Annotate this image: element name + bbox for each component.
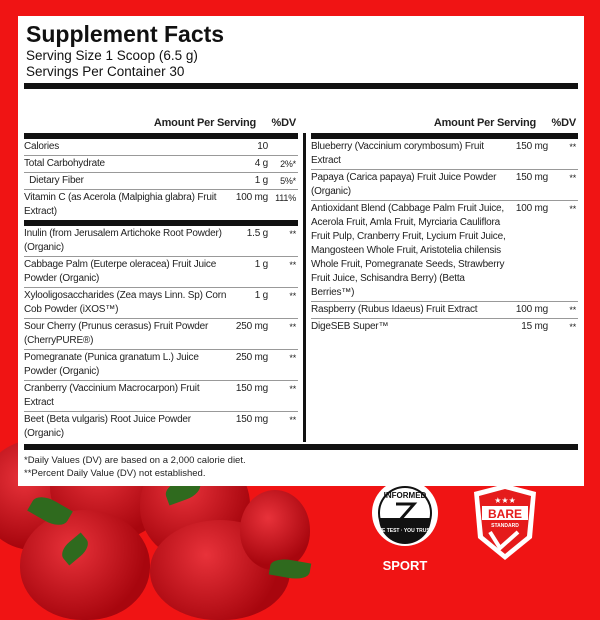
- dv-header: %DV: [551, 117, 577, 129]
- nutrient-name: Xylooligosaccharides (Zea mays Linn. Sp)…: [24, 290, 227, 315]
- nutrient-row: Vitamin C (as Acerola (Malpighia glabra)…: [24, 190, 298, 220]
- nutrient-row: Blueberry (Vaccinium corymbosum) Fruit E…: [311, 139, 578, 170]
- nutrient-row: Antioxidant Blend (Cabbage Palm Fruit Ju…: [311, 201, 578, 302]
- nutrient-name: Cabbage Palm (Euterpe oleracea) Fruit Ju…: [24, 259, 217, 284]
- nutrient-amount: 1 g: [254, 290, 269, 301]
- nutrient-row: Calories 10: [24, 139, 298, 156]
- nutrient-amount: 150 mg: [515, 172, 548, 183]
- nutrient-amount: 100 mg: [235, 192, 268, 203]
- nutrient-dv: **: [289, 353, 296, 363]
- column-header: Amount Per Serving %DV: [24, 115, 298, 133]
- nutrient-name: Beet (Beta vulgaris) Root Juice Powder (…: [24, 414, 191, 439]
- amount-header: Amount Per Serving: [153, 117, 256, 129]
- nutrient-dv: **: [569, 322, 576, 332]
- nutrient-name: Calories: [24, 141, 60, 152]
- nutrient-dv: **: [289, 291, 296, 301]
- servings-per-container: Servings Per Container 30: [26, 64, 185, 79]
- nutrient-row: Sour Cherry (Prunus cerasus) Fruit Powde…: [24, 319, 298, 350]
- nutrient-dv: 111%: [275, 193, 296, 203]
- nutrient-amount: 10: [257, 141, 268, 152]
- nutrient-row: Inulin (from Jerusalem Artichoke Root Po…: [24, 226, 298, 257]
- nutrient-dv: 2%*: [280, 159, 296, 169]
- nutrient-name: Pomegranate (Punica granatum L.) Juice P…: [24, 352, 199, 377]
- stars-icon: ★★★: [494, 496, 516, 505]
- column-divider: [303, 133, 306, 442]
- sport-text: SPORT: [383, 558, 428, 573]
- thick-rule: [24, 220, 298, 226]
- nutrient-row: Xylooligosaccharides (Zea mays Linn. Sp)…: [24, 288, 298, 319]
- nutrient-name: Blueberry (Vaccinium corymbosum) Fruit E…: [311, 141, 484, 166]
- dv-header: %DV: [271, 117, 297, 129]
- nutrient-name: Raspberry (Rubus Idaeus) Fruit Extract: [311, 304, 478, 315]
- certification-logos: INFORMED WE TEST · YOU TRUST SPORT ★★★ B…: [370, 478, 570, 583]
- nutrient-row: Cranberry (Vaccinium Macrocarpon) Fruit …: [24, 381, 298, 412]
- facts-table: Amount Per Serving %DV Calories 10 Total Ca…: [24, 115, 578, 442]
- nutrient-row: Dietary Fiber 1 g 5%*: [24, 173, 298, 190]
- nutrient-row: Pomegranate (Punica granatum L.) Juice P…: [24, 350, 298, 381]
- nutrient-amount: 150 mg: [515, 141, 548, 152]
- nutrient-name: Sour Cherry (Prunus cerasus) Fruit Powde…: [24, 321, 209, 346]
- nutrient-amount: 150 mg: [235, 414, 268, 425]
- informed-sport-logo: INFORMED WE TEST · YOU TRUST SPORT: [372, 480, 438, 573]
- nutrient-name: Total Carbohydrate: [24, 158, 105, 169]
- nutrient-row: Cabbage Palm (Euterpe oleracea) Fruit Ju…: [24, 257, 298, 288]
- nutrient-name: Vitamin C (as Acerola (Malpighia glabra)…: [24, 192, 217, 217]
- nutrient-name: Dietary Fiber: [24, 175, 84, 186]
- nutrient-amount: 1 g: [254, 259, 269, 270]
- right-column: Amount Per Serving %DV Blueberry (Vaccini…: [311, 115, 578, 442]
- nutrient-amount: 4 g: [254, 158, 269, 169]
- bottom-rule: [24, 444, 578, 450]
- nutrient-amount: 1.5 g: [246, 228, 268, 239]
- footnotes: *Daily Values (DV) are based on a 2,000 …: [24, 454, 578, 480]
- nutrient-amount: 250 mg: [235, 352, 268, 363]
- nutrient-dv: **: [289, 260, 296, 270]
- thick-rule: [311, 133, 578, 139]
- nutrient-amount: 100 mg: [515, 203, 548, 214]
- nutrient-amount: 15 mg: [521, 321, 548, 332]
- nutrient-dv: 5%*: [280, 176, 296, 186]
- nutrient-name: Antioxidant Blend (Cabbage Palm Fruit Ju…: [311, 203, 506, 298]
- nutrient-dv: **: [289, 415, 296, 425]
- thick-rule: [24, 133, 298, 139]
- footnote: *Daily Values (DV) are based on a 2,000 …: [24, 455, 246, 466]
- nutrient-name: Inulin (from Jerusalem Artichoke Root Po…: [24, 228, 222, 253]
- column-header: Amount Per Serving %DV: [311, 115, 578, 133]
- nutrient-row: Papaya (Carica papaya) Fruit Juice Powde…: [311, 170, 578, 201]
- left-column: Amount Per Serving %DV Calories 10 Total Ca…: [24, 115, 298, 442]
- nutrient-dv: **: [289, 322, 296, 332]
- nutrient-row: DigeSEB Super™ 15 mg **: [311, 319, 578, 335]
- informed-sub: WE TEST · YOU TRUST: [377, 528, 432, 534]
- nutrient-amount: 250 mg: [235, 321, 268, 332]
- bare-text: BARE: [488, 507, 522, 521]
- nutrient-dv: **: [289, 384, 296, 394]
- nutrient-name: Papaya (Carica papaya) Fruit Juice Powde…: [311, 172, 497, 197]
- bare-sub: STANDARD: [491, 523, 519, 529]
- footnote: **Percent Daily Value (DV) not establish…: [24, 468, 206, 479]
- amount-header: Amount Per Serving: [433, 117, 536, 129]
- nutrient-amount: 150 mg: [235, 383, 268, 394]
- nutrient-dv: **: [569, 204, 576, 214]
- nutrient-row: Beet (Beta vulgaris) Root Juice Powder (…: [24, 412, 298, 442]
- nutrient-row: Raspberry (Rubus Idaeus) Fruit Extract 10…: [311, 302, 578, 319]
- serving-size: Serving Size 1 Scoop (6.5 g): [26, 48, 198, 63]
- nutrient-name: Cranberry (Vaccinium Macrocarpon) Fruit …: [24, 383, 200, 408]
- panel-title: Supplement Facts: [26, 21, 225, 47]
- nutrient-dv: **: [569, 173, 576, 183]
- nutrient-amount: 1 g: [254, 175, 269, 186]
- nutrient-amount: 100 mg: [515, 304, 548, 315]
- bare-standard-logo: ★★★ BARE STANDARD: [474, 484, 536, 560]
- nutrient-row: Total Carbohydrate 4 g 2%*: [24, 156, 298, 173]
- nutrient-dv: **: [569, 142, 576, 152]
- nutrient-dv: **: [569, 305, 576, 315]
- informed-text: INFORMED: [384, 491, 427, 500]
- nutrient-name: DigeSEB Super™: [311, 321, 389, 332]
- supplement-facts-panel: Supplement Facts Serving Size 1 Scoop (6…: [18, 16, 584, 486]
- top-rule: [24, 83, 578, 89]
- nutrient-dv: **: [289, 229, 296, 239]
